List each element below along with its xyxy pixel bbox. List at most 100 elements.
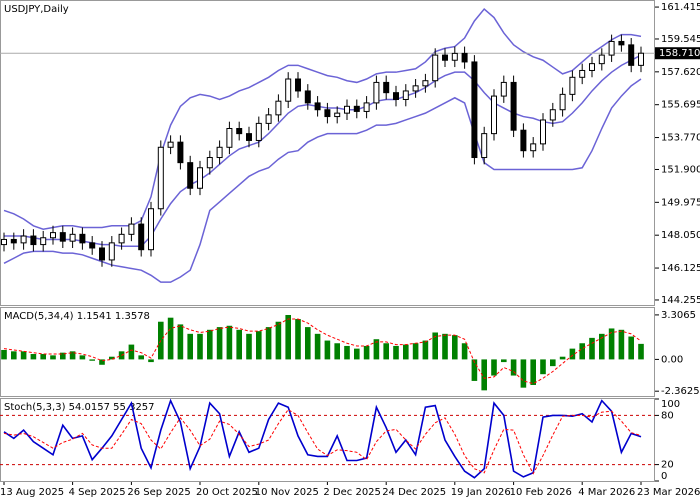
histogram-bar [305,327,311,360]
candle-body [549,109,556,121]
candle-body [295,78,301,92]
y-tick-label: 100 [661,399,680,410]
stoch-title: Stoch(5,3,3) 54.0157 55.3257 [4,402,155,413]
candle-body [50,232,56,239]
histogram-bar [207,329,213,360]
histogram-bar [461,343,468,360]
histogram-bar [314,333,321,360]
histogram-bar [530,359,536,385]
chart-title: USDJPY,Daily [4,4,69,15]
candle-body [10,238,17,244]
histogram-bar [295,319,301,360]
histogram-bar [89,359,95,361]
candle-body [608,40,615,56]
histogram-bar [442,333,448,360]
macd-panel [0,307,655,397]
candle-body [89,242,96,249]
series-line [3,398,642,479]
candle-body [177,141,184,164]
y-tick-label: 149.975 [661,197,700,208]
x-tick-label: 10 Nov 2025 [255,487,319,498]
candle-body [118,233,125,244]
candle-body [187,162,194,189]
last-price-label: 158.710 [659,48,700,59]
candle-body [520,129,527,152]
candle-body [491,95,497,135]
histogram-bar [510,359,517,376]
histogram-bar [501,359,507,363]
x-tick-label: 2 Dec 2025 [323,487,381,498]
histogram-bar [187,333,193,360]
candle-body [353,105,360,112]
candle-body [226,128,233,148]
y-tick-label: 144.255 [661,295,700,306]
candle-body [510,81,517,131]
histogram-bar [432,332,438,360]
candle-body [471,61,478,159]
histogram-bar [383,343,389,360]
candle-body [559,93,566,111]
histogram-bar [265,327,272,360]
candle-body [618,40,625,46]
stoch-panel [0,398,655,482]
histogram-bar [579,343,585,360]
candle-body [206,157,213,169]
histogram-bar [559,356,566,360]
last-price-box [655,47,700,60]
candle-body [59,232,66,242]
histogram-bar [99,359,105,365]
macd-title: MACD(5,34,4) 1.1541 1.3578 [4,311,150,322]
bollinger-band [4,54,642,248]
histogram-bar [491,359,497,376]
candle-body [442,54,448,61]
histogram-bar [599,333,605,360]
histogram-bar [1,349,7,360]
histogram-bar [540,359,546,375]
histogram-bar [373,339,380,360]
histogram-bar [79,355,86,360]
candle-body [167,141,174,148]
candle-body [334,112,341,118]
histogram-bar [246,333,252,360]
histogram-bar [285,314,291,360]
candle-body [628,44,635,66]
candle-body [530,143,537,152]
candle-body [324,109,331,118]
x-tick-label: 4 Mar 2026 [578,487,635,498]
histogram-bar [589,337,595,360]
y-tick-label: 151.900 [661,164,700,175]
candle-body [363,102,370,112]
candle-body [128,223,135,235]
histogram-bar [452,335,458,360]
histogram-bar [148,359,154,363]
histogram-bar [167,317,174,360]
series-line [3,318,642,385]
candle-body [589,63,595,71]
candle-body [481,133,488,159]
candle-body [304,90,311,104]
histogram-bar [569,348,576,360]
candle-body [148,208,154,251]
bollinger-band [3,78,642,283]
histogram-bar [138,355,144,360]
candle-body [69,233,76,242]
x-tick-label: 23 Mar 2026 [637,487,700,498]
bollinger-band [3,7,642,230]
histogram-bar [354,348,360,360]
histogram-bar [363,345,370,360]
histogram-bar [60,352,66,360]
histogram-bar [50,355,56,360]
candle-body [540,119,546,145]
candle-body [108,242,115,261]
histogram-bar [109,356,115,360]
candle-body [412,85,419,92]
candle-body [197,167,203,189]
histogram-bar [30,354,37,360]
price-panel [0,0,655,306]
y-tick-label: 161.415 [661,2,700,13]
candle-body [579,69,586,78]
histogram-bar [275,321,282,360]
histogram-bar [412,343,419,360]
x-tick-label: 20 Oct 2025 [196,487,258,498]
histogram-bar [520,359,527,388]
